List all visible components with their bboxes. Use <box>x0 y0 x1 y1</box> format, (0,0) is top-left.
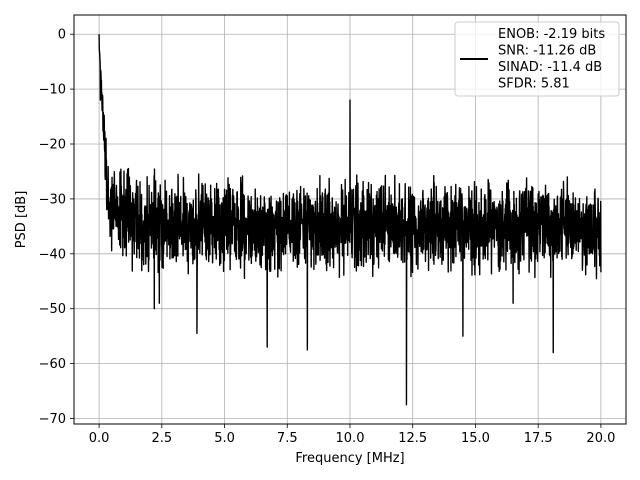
x-tick-label: 2.5 <box>151 431 172 446</box>
x-tick-label: 20.0 <box>586 431 615 446</box>
y-tick-label: −10 <box>39 83 66 98</box>
x-axis-label: Frequency [MHz] <box>295 451 404 466</box>
x-tick-label: 5.0 <box>214 431 235 446</box>
psd-trace <box>98 34 602 406</box>
y-tick-label: −50 <box>39 302 66 317</box>
tick-labels: 0.0 2.5 5.0 7.5 10.0 12.5 15.0 17.5 20.0 0 −10 −20 −… <box>39 28 616 446</box>
x-tick-label: 12.5 <box>398 431 427 446</box>
y-tick-label: −70 <box>39 412 66 427</box>
legend-box <box>454 21 620 97</box>
tick-marks <box>70 33 602 428</box>
x-tick-label: 17.5 <box>524 431 553 446</box>
legend-enob: ENOB: -2.19 bits <box>498 27 605 42</box>
y-tick-label: −40 <box>39 247 66 262</box>
legend-sfdr: SFDR: 5.81 <box>498 77 570 92</box>
legend-sinad: SINAD: -11.4 dB <box>498 60 602 75</box>
x-tick-label: 15.0 <box>461 431 490 446</box>
x-tick-label: 0.0 <box>89 431 110 446</box>
y-tick-label: 0 <box>58 28 66 43</box>
y-axis-label: PSD [dB] <box>14 191 29 249</box>
legend-snr: SNR: -11.26 dB <box>498 44 596 59</box>
y-tick-label: −20 <box>39 138 66 153</box>
y-tick-label: −60 <box>39 357 66 372</box>
x-tick-label: 10.0 <box>336 431 365 446</box>
y-tick-label: −30 <box>39 192 66 207</box>
psd-series <box>98 34 602 406</box>
legend: ENOB: -2.19 bits SNR: -11.26 dB SINAD: -… <box>454 21 620 97</box>
x-tick-label: 7.5 <box>277 431 298 446</box>
